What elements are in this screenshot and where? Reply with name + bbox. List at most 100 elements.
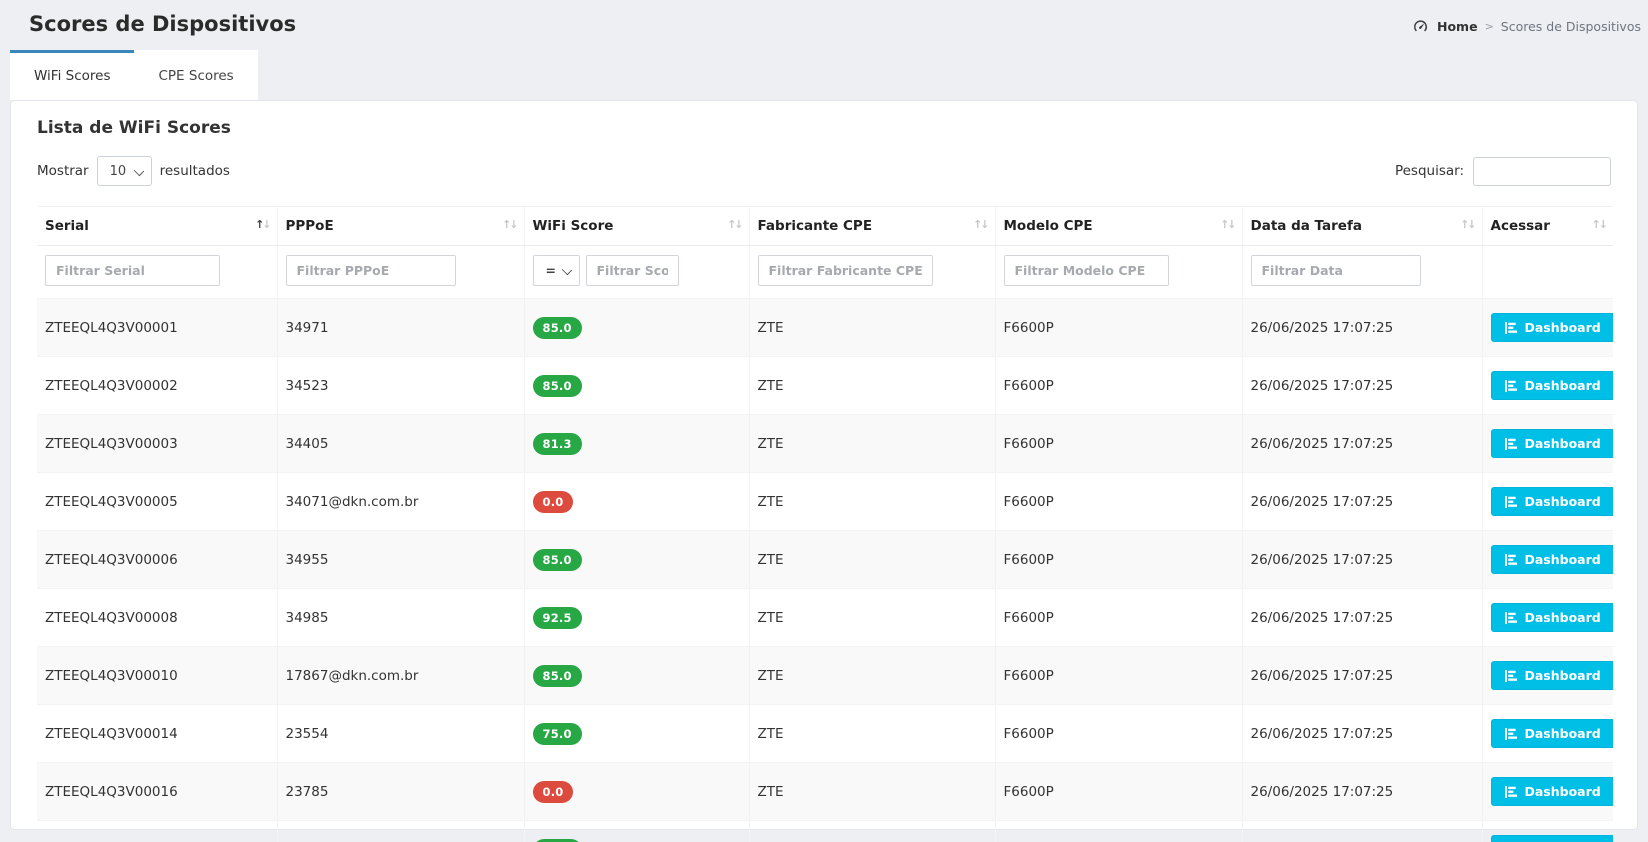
cell-acessar: Dashboard	[1482, 821, 1613, 842]
cell-data-tarefa: 26/06/2025 17:07:25	[1242, 299, 1482, 357]
cell-fabricante: ZTE	[749, 299, 995, 357]
wifi-score-badge: 92.5	[533, 607, 582, 629]
search-control: Pesquisar:	[1395, 157, 1611, 186]
dashboard-button[interactable]: Dashboard	[1491, 603, 1614, 632]
cell-acessar: Dashboard	[1482, 415, 1613, 473]
dashboard-button[interactable]: Dashboard	[1491, 719, 1614, 748]
dashboard-button-label: Dashboard	[1525, 378, 1601, 393]
cell-modelo: F6600P	[995, 647, 1242, 705]
table-row: ZTEEQL4Q3V00017 35549 85.0 ZTE F6600P 26…	[37, 821, 1613, 842]
column-header-fabricante[interactable]: Fabricante CPE ↑↓	[749, 207, 995, 246]
cell-wifi-score: 85.0	[524, 647, 749, 705]
score-operator-select[interactable]: =	[533, 255, 580, 286]
table-row: ZTEEQL4Q3V00002 34523 85.0 ZTE F6600P 26…	[37, 357, 1613, 415]
cell-modelo: F6600P	[995, 473, 1242, 531]
cell-data-tarefa: 26/06/2025 17:07:25	[1242, 531, 1482, 589]
cell-fabricante: ZTE	[749, 415, 995, 473]
sort-icon[interactable]: ↑↓	[727, 218, 741, 231]
dashboard-button-label: Dashboard	[1525, 494, 1601, 509]
breadcrumb-current: Scores de Dispositivos	[1501, 19, 1641, 34]
dashboard-button-label: Dashboard	[1525, 668, 1601, 683]
breadcrumb: Home > Scores de Dispositivos	[1413, 19, 1641, 34]
cell-pppoe: 34071@dkn.com.br	[277, 473, 524, 531]
sort-icon[interactable]: ↑↓	[1220, 218, 1234, 231]
dashboard-button[interactable]: Dashboard	[1491, 429, 1614, 458]
cell-data-tarefa: 26/06/2025 17:07:25	[1242, 705, 1482, 763]
table-row: ZTEEQL4Q3V00003 34405 81.3 ZTE F6600P 26…	[37, 415, 1613, 473]
cell-modelo: F6600P	[995, 763, 1242, 821]
tab-cpe-scores[interactable]: CPE Scores	[134, 50, 257, 100]
wifi-score-badge: 0.0	[533, 491, 574, 513]
chart-bar-icon	[1505, 728, 1518, 740]
chart-bar-icon	[1505, 786, 1518, 798]
filter-fabricante-input[interactable]	[758, 255, 933, 286]
filter-pppoe-input[interactable]	[286, 255, 456, 286]
card-title: Lista de WiFi Scores	[37, 118, 1611, 138]
cell-data-tarefa: 26/06/2025 17:07:25	[1242, 647, 1482, 705]
dashboard-button[interactable]: Dashboard	[1491, 313, 1614, 342]
cell-data-tarefa: 26/06/2025 17:07:25	[1242, 415, 1482, 473]
cell-data-tarefa: 26/06/2025 17:07:25	[1242, 357, 1482, 415]
page-title: Scores de Dispositivos	[29, 12, 1640, 36]
table-controls: Mostrar 10 resultados Pesquisar:	[37, 156, 1611, 186]
cell-acessar: Dashboard	[1482, 531, 1613, 589]
wifi-score-badge: 85.0	[533, 839, 582, 842]
cell-serial: ZTEEQL4Q3V00005	[37, 473, 277, 531]
column-header-pppoe[interactable]: PPPoE ↑↓	[277, 207, 524, 246]
cell-pppoe: 34985	[277, 589, 524, 647]
wifi-score-badge: 81.3	[533, 433, 582, 455]
filter-modelo-input[interactable]	[1004, 255, 1169, 286]
cell-modelo: F6600P	[995, 415, 1242, 473]
cell-acessar: Dashboard	[1482, 473, 1613, 531]
column-header-modelo[interactable]: Modelo CPE ↑↓	[995, 207, 1242, 246]
column-header-acessar[interactable]: Acessar ↑↓	[1482, 207, 1613, 246]
table-row: ZTEEQL4Q3V00014 23554 75.0 ZTE F6600P 26…	[37, 705, 1613, 763]
chart-bar-icon	[1505, 438, 1518, 450]
sort-icon[interactable]: ↑↓	[255, 218, 269, 231]
table-row: ZTEEQL4Q3V00006 34955 85.0 ZTE F6600P 26…	[37, 531, 1613, 589]
cell-modelo: F6600P	[995, 531, 1242, 589]
cell-modelo: F6600P	[995, 589, 1242, 647]
column-header-serial[interactable]: Serial ↑↓	[37, 207, 277, 246]
wifi-score-badge: 85.0	[533, 375, 582, 397]
dashboard-button[interactable]: Dashboard	[1491, 661, 1614, 690]
table-row: ZTEEQL4Q3V00005 34071@dkn.com.br 0.0 ZTE…	[37, 473, 1613, 531]
cell-pppoe: 34955	[277, 531, 524, 589]
cell-serial: ZTEEQL4Q3V00014	[37, 705, 277, 763]
cell-modelo: F6600P	[995, 821, 1242, 842]
dashboard-button[interactable]: Dashboard	[1491, 371, 1614, 400]
sort-icon[interactable]: ↑↓	[973, 218, 987, 231]
filter-data-input[interactable]	[1251, 255, 1421, 286]
dashboard-button[interactable]: Dashboard	[1491, 487, 1614, 516]
page-length-select[interactable]: 10	[97, 156, 152, 186]
table-row: ZTEEQL4Q3V00001 34971 85.0 ZTE F6600P 26…	[37, 299, 1613, 357]
column-header-wifi-score[interactable]: WiFi Score ↑↓	[524, 207, 749, 246]
sort-icon[interactable]: ↑↓	[1460, 218, 1474, 231]
cell-wifi-score: 85.0	[524, 299, 749, 357]
chart-bar-icon	[1505, 670, 1518, 682]
dashboard-button[interactable]: Dashboard	[1491, 777, 1614, 806]
cell-modelo: F6600P	[995, 705, 1242, 763]
cell-wifi-score: 85.0	[524, 531, 749, 589]
cell-data-tarefa: 26/06/2025 17:07:25	[1242, 589, 1482, 647]
breadcrumb-home-link[interactable]: Home	[1437, 19, 1478, 34]
cell-serial: ZTEEQL4Q3V00016	[37, 763, 277, 821]
column-header-data-tarefa[interactable]: Data da Tarefa ↑↓	[1242, 207, 1482, 246]
sort-icon[interactable]: ↑↓	[1592, 218, 1606, 231]
length-suffix-label: resultados	[160, 163, 230, 179]
wifi-score-badge: 85.0	[533, 317, 582, 339]
chart-bar-icon	[1505, 554, 1518, 566]
cell-data-tarefa: 26/06/2025 17:07:25	[1242, 763, 1482, 821]
cell-fabricante: ZTE	[749, 357, 995, 415]
sort-icon[interactable]: ↑↓	[502, 218, 516, 231]
table-row: ZTEEQL4Q3V00008 34985 92.5 ZTE F6600P 26…	[37, 589, 1613, 647]
cell-pppoe: 17867@dkn.com.br	[277, 647, 524, 705]
cell-serial: ZTEEQL4Q3V00006	[37, 531, 277, 589]
dashboard-button[interactable]: Dashboard	[1491, 545, 1614, 574]
search-input[interactable]	[1473, 157, 1611, 186]
dashboard-button[interactable]: Dashboard	[1491, 835, 1614, 842]
filter-serial-input[interactable]	[45, 255, 220, 286]
filter-score-input[interactable]	[586, 255, 679, 286]
score-operator-select-wrap: =	[533, 255, 580, 286]
tab-wifi-scores[interactable]: WiFi Scores	[10, 50, 134, 100]
